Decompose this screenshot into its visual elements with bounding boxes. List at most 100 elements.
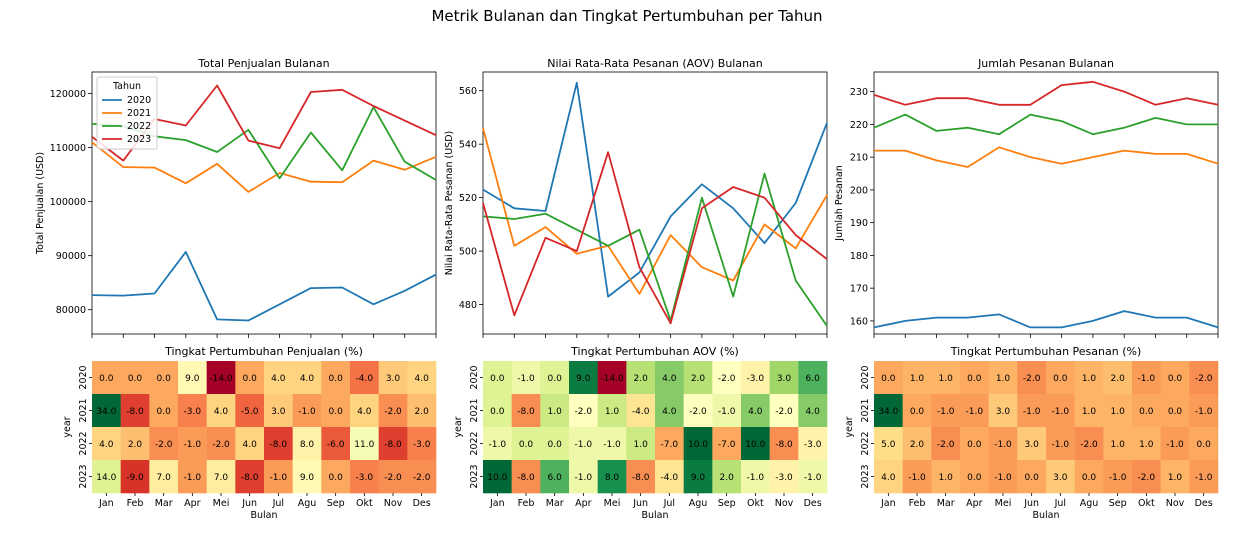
heatmap-cell-label: 1.0 [910,374,925,384]
heatmap-cell-label: -8.0 [384,440,402,450]
heatmap-cell-label: -3.0 [747,374,765,384]
x-tick-label: Mar [155,498,173,509]
heatmap-cell [902,361,932,395]
heatmap-cell [350,460,379,494]
series-line-2022 [873,113,1218,136]
heatmap-cell-label: 0.0 [881,374,896,384]
heatmap-cell-label: 1.0 [1111,407,1126,417]
heatmap-cell [931,460,961,494]
heatmap-cell-label: -2.0 [1023,374,1041,384]
figure-suptitle: Metrik Bulanan dan Tingkat Pertumbuhan p… [431,7,822,25]
heatmap-cell-label: -1.0 [937,407,955,417]
heatmap-cell-label: -2.0 [1195,374,1213,384]
heatmap-cell-label: -2.0 [718,374,736,384]
heatmap-cell-label: -1.0 [1195,473,1213,483]
x-tick-label: Feb [909,498,926,509]
heatmap-cell-label: 3.0 [1053,473,1068,483]
heatmap-cell [178,361,207,395]
heatmap-cell [149,427,179,461]
y-axis-label: year [844,416,855,437]
x-tick-label: Agu [1080,498,1099,509]
heatmap-cell [798,427,828,461]
series-line-2022 [482,172,828,327]
heatmap-cell [206,394,236,428]
heatmap-cell [1189,460,1219,494]
heatmap-cell [206,460,236,494]
heatmap-cell [1160,460,1190,494]
heatmap-cell-label: -14.0 [209,374,233,384]
x-tick-label: Apr [575,498,592,509]
heatmap-cell [1103,394,1133,428]
y-tick-label: 120000 [50,89,86,100]
heatmap-cell-label: 1.0 [939,473,954,483]
heatmap-cell-label: 0.0 [243,374,258,384]
heatmap-cell-label: 9.0 [576,374,591,384]
heatmap-cell-label: 7.0 [157,473,172,483]
y-tick-label: 180 [850,251,868,262]
heatmap-cell [569,427,598,461]
heatmap-cell-label: -2.0 [1080,440,1098,450]
x-tick-label: Feb [518,498,535,509]
heatmap-cell-label: 4.0 [748,407,763,417]
x-tick-label: Jul [1054,498,1066,509]
heatmap-cell-label: -1.0 [575,473,593,483]
heatmap-cell [350,361,379,395]
x-tick-label: Jan [880,498,896,509]
heatmap-cell [407,427,437,461]
x-tick-label: Apr [184,498,201,509]
heatmap-cell [292,361,322,395]
heatmap-cell-label: -1.0 [517,374,535,384]
heatmap-cell-label: 0.0 [1139,407,1154,417]
x-tick-label: Jun [1023,498,1039,509]
heatmap-cell-label: -9.0 [126,473,144,483]
heatmap-cell [511,460,541,494]
chart-title: Nilai Rata-Rata Pesanan (AOV) Bulanan [547,57,763,70]
heatmap-cell-label: 0.0 [490,374,505,384]
heatmap-cell-label: -3.0 [775,473,793,483]
heatmap-cell [407,460,437,494]
chart-title: Total Penjualan Bulanan [197,57,329,70]
x-tick-label: Agu [298,498,317,509]
heatmap-cell-label: -1.0 [1052,407,1070,417]
y-tick-label: 2020 [860,365,871,389]
y-tick-label: 110000 [50,143,86,154]
heatmap-cell [1103,361,1133,395]
heatmap-cell [1074,394,1104,428]
heatmap-cell-label: 4.0 [662,407,677,417]
heatmap-cell [235,460,265,494]
heatmap-cell [511,427,541,461]
heatmap-cell [626,394,656,428]
heatmap-cell-label: 0.0 [1168,407,1183,417]
legend-title: Tahun [112,81,141,92]
heatmap-cell-label: 2.0 [1111,374,1126,384]
line-chart-2: Nilai Rata-Rata Pesanan (AOV) Bulanan Nil… [444,57,828,338]
heatmap-cell [540,427,570,461]
heatmap-cell-label: 0.0 [967,374,982,384]
heatmap-cell [683,394,713,428]
heatmap-cell [1189,427,1219,461]
heatmap-cell [178,460,207,494]
heatmap-cell-label: 1.0 [634,440,649,450]
heatmap-cell-label: 0.0 [548,374,563,384]
heatmap-cell-label: -4.0 [632,407,650,417]
y-axis-label: year [62,416,73,437]
heatmap-cell-label: 0.0 [548,440,563,450]
heatmap-cell [769,361,799,395]
heatmap-cell-label: 2.0 [634,374,649,384]
x-axis-label: Bulan [1032,510,1059,521]
heatmap-title: Tingkat Pertumbuhan AOV (%) [570,345,739,358]
heatmap-cell [597,361,627,395]
y-tick-label: 2020 [469,365,480,389]
heatmap-cell [483,427,512,461]
heatmap-title: Tingkat Pertumbuhan Pesanan (%) [950,345,1141,358]
y-tick-label: 2020 [78,365,89,389]
heatmap-cell [1132,361,1161,395]
x-tick-label: Des [413,498,431,509]
heatmap-cell-label: -3.0 [184,407,202,417]
heatmap-cell [1132,427,1161,461]
heatmap-cell-label: 2.0 [415,407,430,417]
heatmap-cell [120,361,150,395]
heatmap-cell-label: -3.0 [804,440,822,450]
heatmap-cell [626,427,656,461]
heatmap-cell [1074,361,1104,395]
